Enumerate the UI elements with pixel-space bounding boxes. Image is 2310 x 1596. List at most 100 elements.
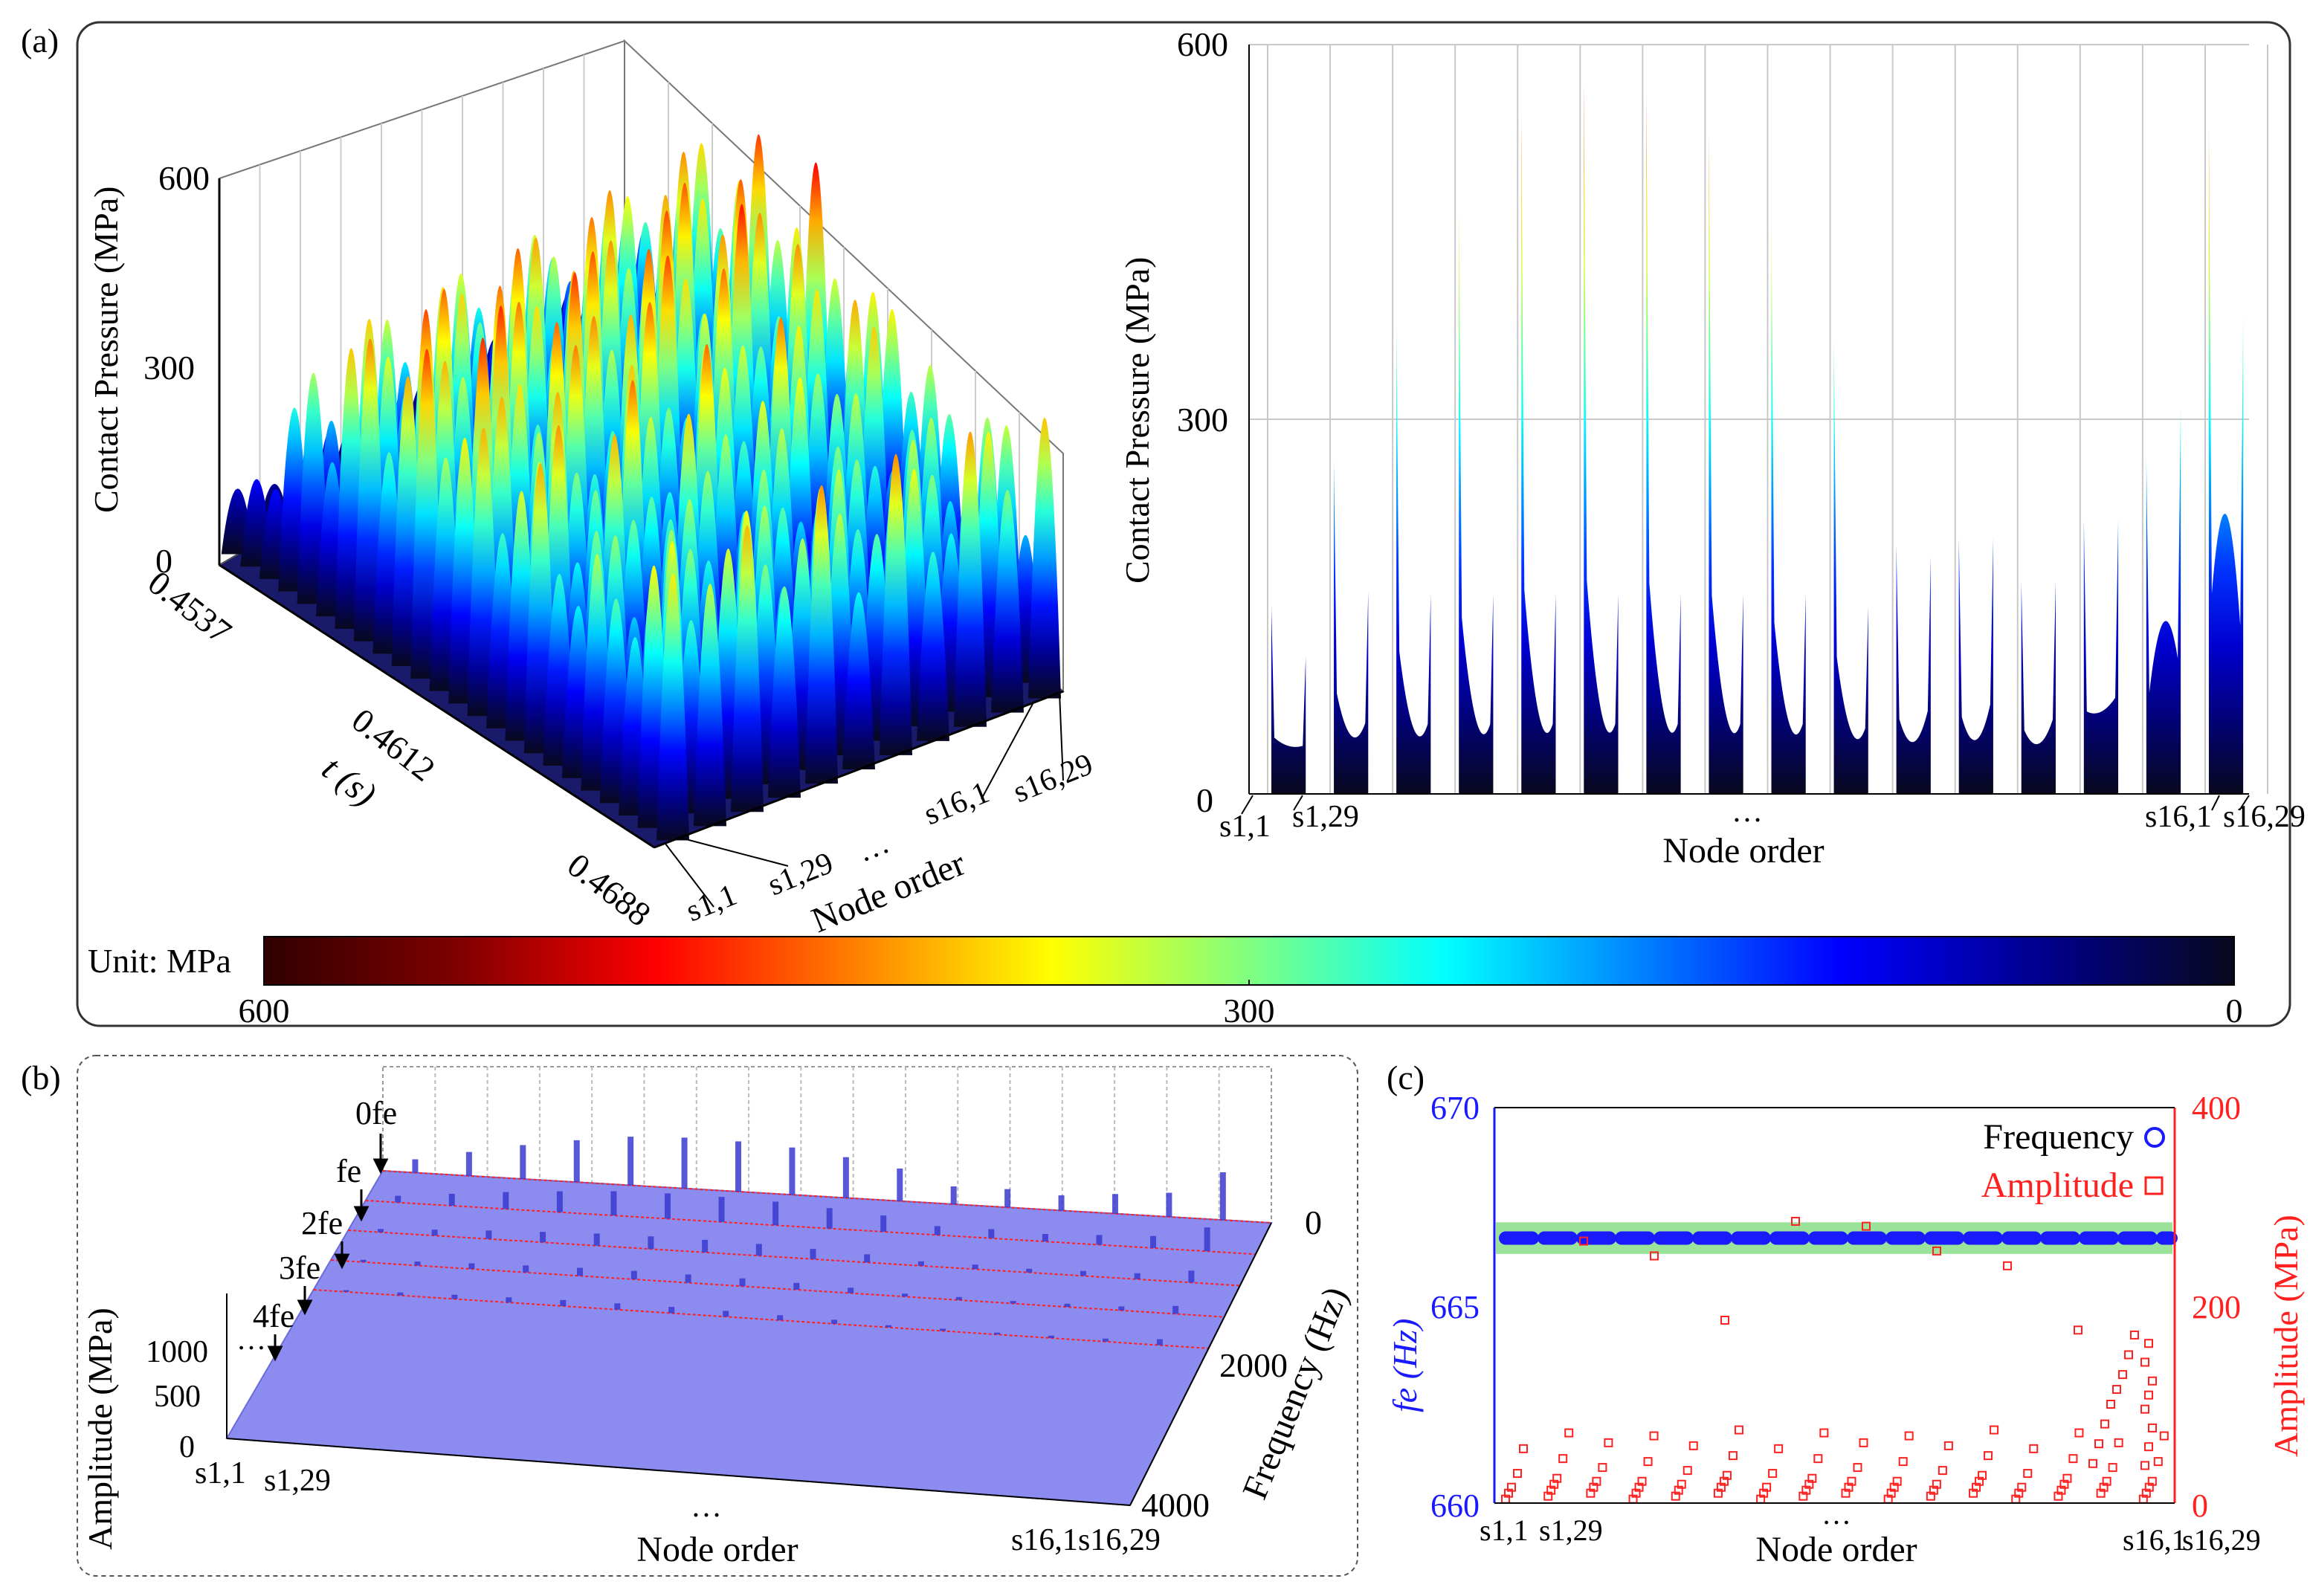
surface-ridge-peak — [917, 552, 949, 741]
spectrum-f-label: Frequency (Hz) — [1235, 1282, 1355, 1505]
harmonic-2fe: 2fe — [301, 1205, 343, 1241]
plot-c-x-tick-3: … — [1822, 1497, 1851, 1531]
harmonic-line — [382, 1170, 1272, 1224]
amplitude-point — [1643, 1457, 1653, 1467]
amplitude-point — [2144, 1442, 2153, 1452]
spectrum-spike — [451, 1294, 458, 1299]
amplitude-point — [2112, 1385, 2121, 1395]
snapshot-x-tick-4: s16,1 — [2145, 800, 2212, 834]
snapshot-bar-segment — [1584, 82, 1619, 794]
spectrum-z-tick-500: 500 — [154, 1380, 201, 1414]
amplitude-point — [1683, 1466, 1692, 1476]
spectrum-spike — [972, 1264, 978, 1270]
surface-ridge-peak — [954, 431, 987, 727]
spectrum-spike — [506, 1297, 512, 1303]
amplitude-point — [1564, 1428, 1574, 1438]
amplitude-point — [1579, 1236, 1588, 1246]
harmonic-fe: fe — [336, 1153, 361, 1189]
spectrum-spike — [934, 1226, 941, 1235]
amplitude-point — [2100, 1419, 2109, 1429]
spectrum-spike — [994, 1332, 1000, 1335]
plot-c-x-tick-1: s1,1 — [1480, 1513, 1529, 1547]
plot-c-left-tick-665: 665 — [1430, 1289, 1480, 1325]
amplitude-point — [2108, 1463, 2117, 1473]
surface-z-label: Contact Pressure (MPa) — [87, 187, 125, 513]
snapshot-x-tick-3: … — [1732, 795, 1763, 829]
snapshot-x-tick-1: s1,1 — [1219, 810, 1271, 844]
amplitude-point — [2153, 1457, 2163, 1467]
spectrum-spike — [1004, 1189, 1011, 1208]
amplitude-point — [2088, 1458, 2097, 1468]
spectrum-spike — [1048, 1335, 1054, 1339]
spectrum-spike — [343, 1290, 349, 1292]
plot-c-left-tick-660: 660 — [1430, 1487, 1480, 1524]
spectrum-spike — [864, 1254, 871, 1263]
amplitude-point — [1650, 1251, 1659, 1261]
spectrum-spike — [1219, 1172, 1226, 1221]
amplitude-point — [1728, 1451, 1738, 1461]
spectrum-spike — [777, 1315, 784, 1321]
amplitude-point — [2106, 1400, 2115, 1409]
amplitude-point — [1904, 1431, 1914, 1441]
snapshot-x-tick-5: s16,29 — [2223, 800, 2306, 834]
amplitude-point — [1722, 1470, 1732, 1480]
legend-amplitude-marker — [2144, 1176, 2164, 1195]
spectrum-spike — [848, 1288, 854, 1293]
spectrum-spike — [826, 1208, 833, 1229]
snapshot-bar-segment — [1958, 537, 1993, 794]
spectrum-spike — [573, 1140, 580, 1183]
plot-c-left-tick-670: 670 — [1430, 1090, 1480, 1126]
spectrum-spike — [988, 1229, 995, 1238]
spectrum-spike — [1058, 1195, 1065, 1211]
surface-t-axis — [219, 563, 655, 849]
surface-node-tick-1: s1,1 — [682, 878, 742, 928]
snapshot-bar-segment — [2083, 519, 2119, 794]
amplitude-point — [1734, 1425, 1743, 1435]
spectrum-node-axis — [226, 1438, 1131, 1506]
amplitude-point — [2147, 1476, 2157, 1486]
snapshot-bar-segment — [1521, 113, 1556, 794]
surface-t-tick-1: 0.4537 — [141, 563, 239, 651]
spectrum-spike — [1166, 1192, 1172, 1217]
plot-c-right-tick-200: 200 — [2192, 1289, 2241, 1325]
amplitude-point — [1558, 1454, 1568, 1464]
surface-ridge-peak — [991, 490, 1024, 713]
panel-b-frame — [77, 1055, 1358, 1577]
surface-z-tick-0: 0 — [155, 542, 172, 580]
surface-ridge-peak — [842, 592, 875, 769]
spectrum-spike — [577, 1267, 584, 1276]
snapshot-bar-segment — [1459, 207, 1494, 794]
spectrum-spike — [772, 1201, 779, 1226]
amplitude-point — [1677, 1479, 1686, 1489]
spectrum-spike — [1096, 1235, 1103, 1245]
amplitude-point — [1507, 1482, 1516, 1492]
spectrum-spike — [1080, 1270, 1086, 1276]
plot-c-x-label: Node order — [1755, 1530, 1917, 1569]
plot-c-x-tick-5: s16,29 — [2182, 1523, 2261, 1557]
amplitude-point — [2144, 1390, 2153, 1400]
spectrum-spike — [1188, 1270, 1195, 1283]
harmonic-3fe: 3fe — [279, 1250, 320, 1286]
spectrum-spike — [520, 1145, 526, 1180]
spectrum-spike — [1026, 1268, 1033, 1273]
surface-ridge-peak — [805, 485, 838, 784]
spectrum-spike — [1102, 1338, 1109, 1342]
amplitude-point — [2124, 1350, 2133, 1360]
amplitude-point — [2102, 1476, 2111, 1486]
spectrum-spike — [739, 1278, 746, 1287]
plot-c-left-label: fe (Hz) — [1386, 1319, 1424, 1412]
amplitude-point — [1990, 1425, 1999, 1435]
snapshot-x-tick-marks — [1241, 795, 2250, 815]
amplitude-point — [1813, 1454, 1823, 1464]
surface-node-ticks — [665, 692, 1064, 908]
surface-node-tick-5: s16,29 — [1009, 747, 1098, 810]
amplitude-point — [2114, 1438, 2123, 1447]
harmonic-4fe: 4fe — [253, 1298, 294, 1334]
spectrum-z-tick-0: 0 — [179, 1430, 195, 1464]
snapshot-y-label: Contact Pressure (MPa) — [1118, 257, 1156, 584]
amplitude-point — [2144, 1339, 2153, 1348]
amplitude-point — [1762, 1482, 1772, 1492]
amplitude-point — [2140, 1461, 2149, 1470]
surface-z-tick-600: 600 — [158, 159, 210, 197]
amplitude-point — [2017, 1482, 2027, 1492]
